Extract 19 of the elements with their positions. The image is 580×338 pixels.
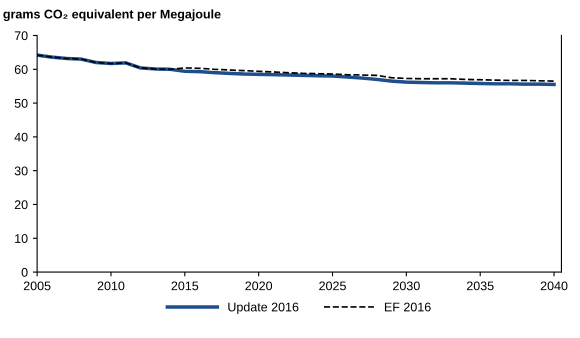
y-tick-label: 0 <box>22 268 28 277</box>
y-tick-label: 50 <box>14 98 28 108</box>
y-tick-label: 10 <box>15 234 28 243</box>
y-axis-title: grams CO₂ equivalent per Megajoule <box>3 9 221 22</box>
x-tick-label: 2010 <box>98 281 124 290</box>
y-tick-label: 60 <box>14 65 28 74</box>
y-tick-label: 40 <box>14 132 28 142</box>
legend-label: Update 2016 <box>228 302 298 314</box>
x-tick-label: 2005 <box>24 281 50 290</box>
x-tick-label: 2015 <box>172 281 198 290</box>
x-tick-label: 2030 <box>393 281 420 290</box>
legend-label: EF 2016 <box>384 302 431 312</box>
y-tick-label: 30 <box>14 166 28 176</box>
y-tick-label: 70 <box>14 31 28 40</box>
x-tick-label: 2020 <box>245 281 272 290</box>
y-tick-label: 20 <box>14 200 28 210</box>
x-tick-label: 2025 <box>319 281 346 290</box>
x-tick-label: 2040 <box>540 281 568 290</box>
x-tick-label: 2035 <box>466 281 494 290</box>
